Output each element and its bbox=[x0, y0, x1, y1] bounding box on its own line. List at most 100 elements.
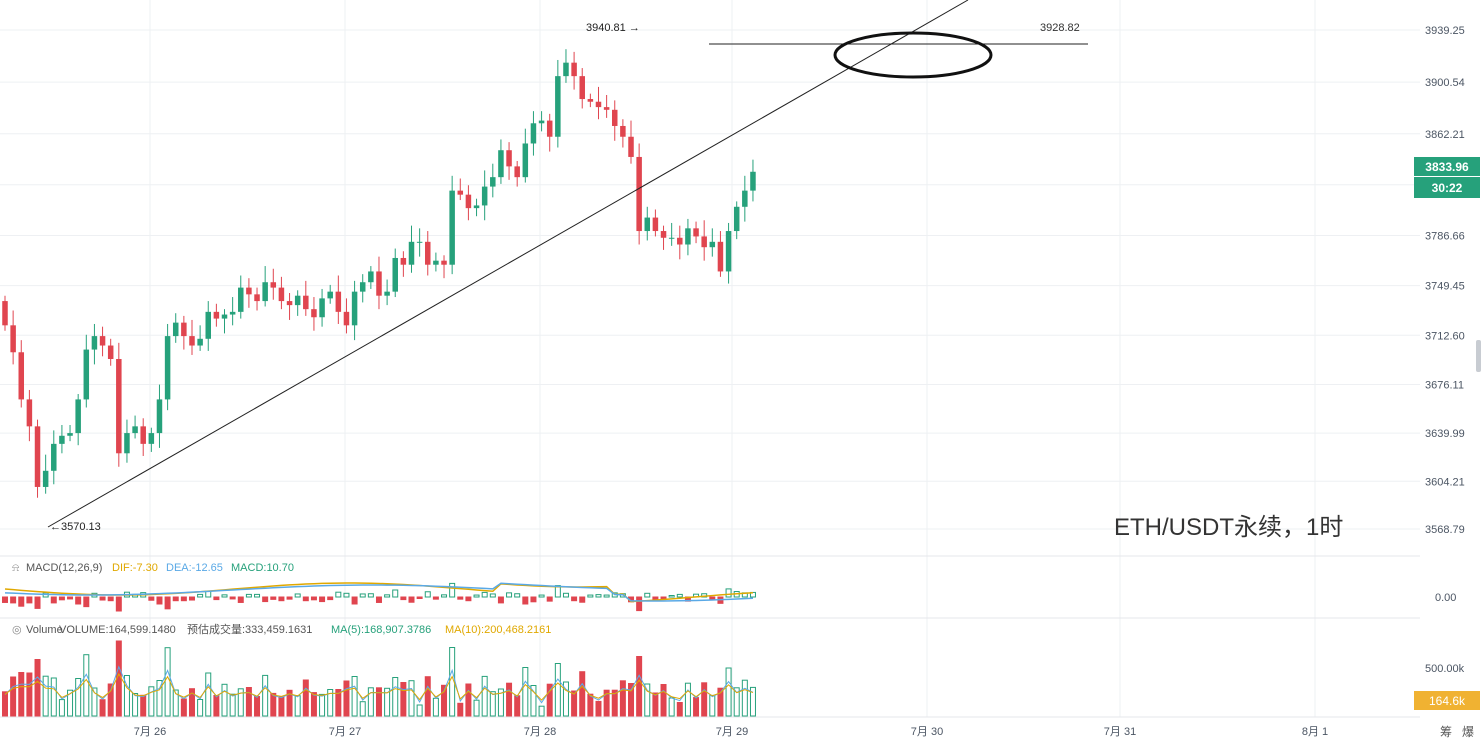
volume-bar bbox=[213, 695, 220, 717]
candle-body bbox=[522, 143, 529, 178]
macd-histogram-bar bbox=[148, 596, 155, 601]
volume-bar bbox=[546, 683, 553, 717]
volume-label: Volume bbox=[26, 624, 63, 636]
volume-bar bbox=[457, 702, 464, 717]
candle-body bbox=[677, 237, 683, 245]
candle-body bbox=[400, 257, 407, 265]
macd-histogram-bar bbox=[197, 593, 204, 598]
volume-bar bbox=[652, 692, 659, 717]
candle-body bbox=[26, 399, 33, 427]
macd-histogram-bar bbox=[384, 594, 391, 598]
candle-body bbox=[530, 123, 537, 144]
candle-body bbox=[351, 291, 358, 326]
countdown: 30:22 bbox=[1432, 181, 1463, 195]
volume-bar bbox=[668, 697, 675, 717]
candle-body bbox=[725, 231, 732, 272]
macd-histogram-bar bbox=[497, 596, 504, 604]
candle-body bbox=[229, 311, 236, 315]
volume-current-tag bbox=[1414, 691, 1480, 710]
candlestick-series bbox=[2, 49, 756, 498]
candle-body bbox=[628, 136, 634, 157]
volume-legend: ◎ Volume VOLUME:164,599.1480 预估成交量:333,4… bbox=[12, 622, 551, 636]
volume-bar bbox=[384, 687, 391, 717]
candle-body bbox=[595, 101, 602, 108]
candle-body bbox=[181, 322, 187, 337]
candle-body bbox=[148, 433, 155, 444]
macd-histogram-bar bbox=[571, 596, 578, 602]
volume-bar bbox=[489, 691, 496, 717]
candle-body bbox=[10, 325, 16, 353]
side-scroll-handle[interactable] bbox=[1476, 340, 1481, 372]
volume-bar bbox=[497, 688, 504, 717]
macd-histogram-bar bbox=[18, 596, 25, 607]
volume-bar bbox=[408, 680, 415, 717]
bell-icon[interactable]: ⍾ bbox=[12, 562, 19, 574]
volume-bar bbox=[197, 699, 204, 717]
drawings[interactable]: 3928.82 3940.81 → ←3570.13 bbox=[47, 0, 1088, 533]
volume-bar bbox=[359, 701, 366, 717]
candle-body bbox=[189, 336, 195, 346]
macd-histogram-bar bbox=[188, 596, 195, 601]
candle-body bbox=[51, 443, 57, 471]
burst-button[interactable]: 爆 bbox=[1462, 725, 1474, 739]
candle-body bbox=[514, 166, 520, 178]
volume-bar bbox=[50, 677, 57, 717]
candle-body bbox=[34, 426, 41, 487]
macd-histogram-bar bbox=[506, 592, 513, 598]
candle-body bbox=[286, 301, 293, 306]
volume-bar bbox=[554, 663, 561, 717]
volume-bar bbox=[400, 682, 407, 717]
candle-body bbox=[221, 314, 228, 319]
volume-bar bbox=[18, 672, 25, 717]
eye-icon[interactable]: ◎ bbox=[12, 624, 22, 636]
volume-bar bbox=[506, 682, 513, 717]
macd-histogram-bar bbox=[676, 593, 683, 598]
trend-line[interactable] bbox=[47, 0, 969, 528]
volume-bar bbox=[717, 687, 724, 717]
estimated-volume: 预估成交量:333,459.1631 bbox=[187, 622, 312, 636]
candle-body bbox=[457, 190, 464, 195]
volume-bar bbox=[229, 693, 236, 717]
volume-bar bbox=[34, 659, 41, 717]
volume-ma10: MA(10):200,468.2161 bbox=[445, 624, 551, 636]
macd-histogram-bar bbox=[99, 596, 106, 601]
volume-bar bbox=[188, 688, 195, 717]
macd-histogram-bar bbox=[668, 595, 675, 598]
candle-body bbox=[132, 426, 138, 434]
candle-body bbox=[99, 336, 106, 346]
candle-body bbox=[668, 237, 675, 239]
volume-bar bbox=[278, 696, 285, 717]
macd-histogram-bar bbox=[343, 592, 350, 598]
candle-body bbox=[327, 291, 333, 299]
macd-histogram-bar bbox=[457, 596, 464, 600]
volume-bar bbox=[148, 686, 155, 717]
candle-body bbox=[270, 282, 277, 288]
macd-histogram-bar bbox=[172, 596, 179, 602]
candle-body bbox=[408, 241, 415, 265]
macd-histogram-bar bbox=[546, 596, 553, 602]
macd-histogram-bar bbox=[709, 596, 716, 600]
candle-body bbox=[693, 228, 699, 237]
chip-button[interactable]: 筹 bbox=[1440, 725, 1452, 739]
candle-body bbox=[587, 99, 594, 102]
volume-bar bbox=[335, 689, 342, 717]
macd-histogram-bar bbox=[473, 594, 480, 598]
dea-label: DEA:-12.65 bbox=[166, 562, 223, 574]
candle-body bbox=[42, 470, 49, 487]
macd-histogram-bar bbox=[432, 596, 439, 600]
volume-bar bbox=[58, 699, 65, 717]
volume-bar bbox=[319, 693, 326, 717]
chart-title: ETH/USDT永续，1时 bbox=[1114, 514, 1343, 541]
volume-bar bbox=[310, 692, 317, 717]
candle-body bbox=[303, 295, 309, 310]
low-label: ←3570.13 bbox=[50, 521, 101, 533]
volume-bar bbox=[351, 676, 358, 717]
candle-body bbox=[376, 271, 382, 296]
volume-bar bbox=[262, 674, 269, 717]
volume-bar bbox=[660, 684, 667, 717]
candle-body bbox=[481, 186, 488, 206]
price-tick-label: 3676.11 bbox=[1425, 379, 1464, 391]
ellipse-annotation[interactable] bbox=[833, 31, 993, 79]
candle-body bbox=[660, 231, 667, 238]
